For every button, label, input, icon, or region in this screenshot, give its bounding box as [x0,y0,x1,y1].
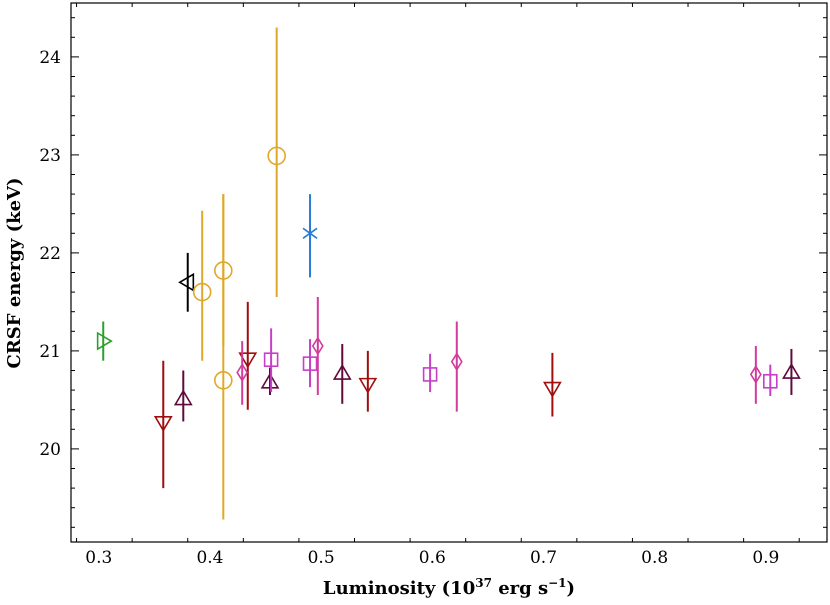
marker-square [762,373,778,389]
marker-triangle-up [332,363,352,380]
data-point [450,321,463,412]
marker-triangle-down [358,377,378,394]
x-tick-label: 0.9 [752,548,779,568]
marker-triangle-up [260,372,280,389]
marker-diamond [450,352,463,372]
axis-ticks: 0.3 0.4 0.5 0.6 0.7 0.8 0.9 20 21 22 23 24 [39,3,827,568]
x-tick-label: 0.3 [85,548,112,568]
marker-triangle-left [178,272,195,292]
x-tick-label: 0.4 [196,548,223,568]
marker-circle [267,146,286,166]
data-point [153,360,173,489]
data-point [422,353,438,393]
x-axis-label: Luminosity (1037 erg s−1) [323,576,575,599]
marker-circle [214,370,233,390]
plot-frame [70,2,828,543]
data-point [263,328,279,393]
data-point [311,297,324,395]
marker-triangle-up [173,389,193,406]
x-tick-label: 0.7 [530,548,557,568]
marker-diamond [749,364,762,384]
data-point [173,370,193,422]
marker-diamond [311,336,324,356]
marker-circle [192,282,212,302]
marker-triangle-down [542,381,562,398]
marker-triangle-right [96,331,113,351]
y-tick-label: 24 [39,48,61,68]
marker-x-star [302,225,318,242]
data-point [178,252,195,312]
marker-square [263,352,279,368]
x-tick-label: 0.6 [419,548,446,568]
y-tick-label: 22 [39,244,61,264]
y-axis-label: CRSF energy (keV) [4,177,25,368]
marker-square [302,356,318,371]
x-tick-label: 0.8 [641,548,668,568]
data-point [749,346,762,404]
y-tick-label: 21 [39,342,61,362]
data-point [782,348,801,395]
data-points [96,27,801,520]
data-point [236,341,249,405]
y-tick-label: 23 [39,146,61,166]
data-point [192,210,212,361]
data-point [762,364,778,396]
data-point [332,344,352,404]
data-point [542,352,562,417]
data-point [260,367,280,395]
data-point [358,350,378,412]
marker-triangle-down [238,352,258,369]
marker-square [422,367,438,382]
data-point [238,301,258,410]
data-point [267,27,286,297]
marker-triangle-up [782,362,801,379]
data-point [96,321,113,361]
marker-triangle-down [153,416,173,433]
x-tick-label: 0.5 [308,548,335,568]
marker-diamond [236,362,249,382]
y-tick-label: 20 [39,440,61,460]
data-point [214,194,233,520]
data-point [302,194,318,278]
data-point [302,339,318,388]
